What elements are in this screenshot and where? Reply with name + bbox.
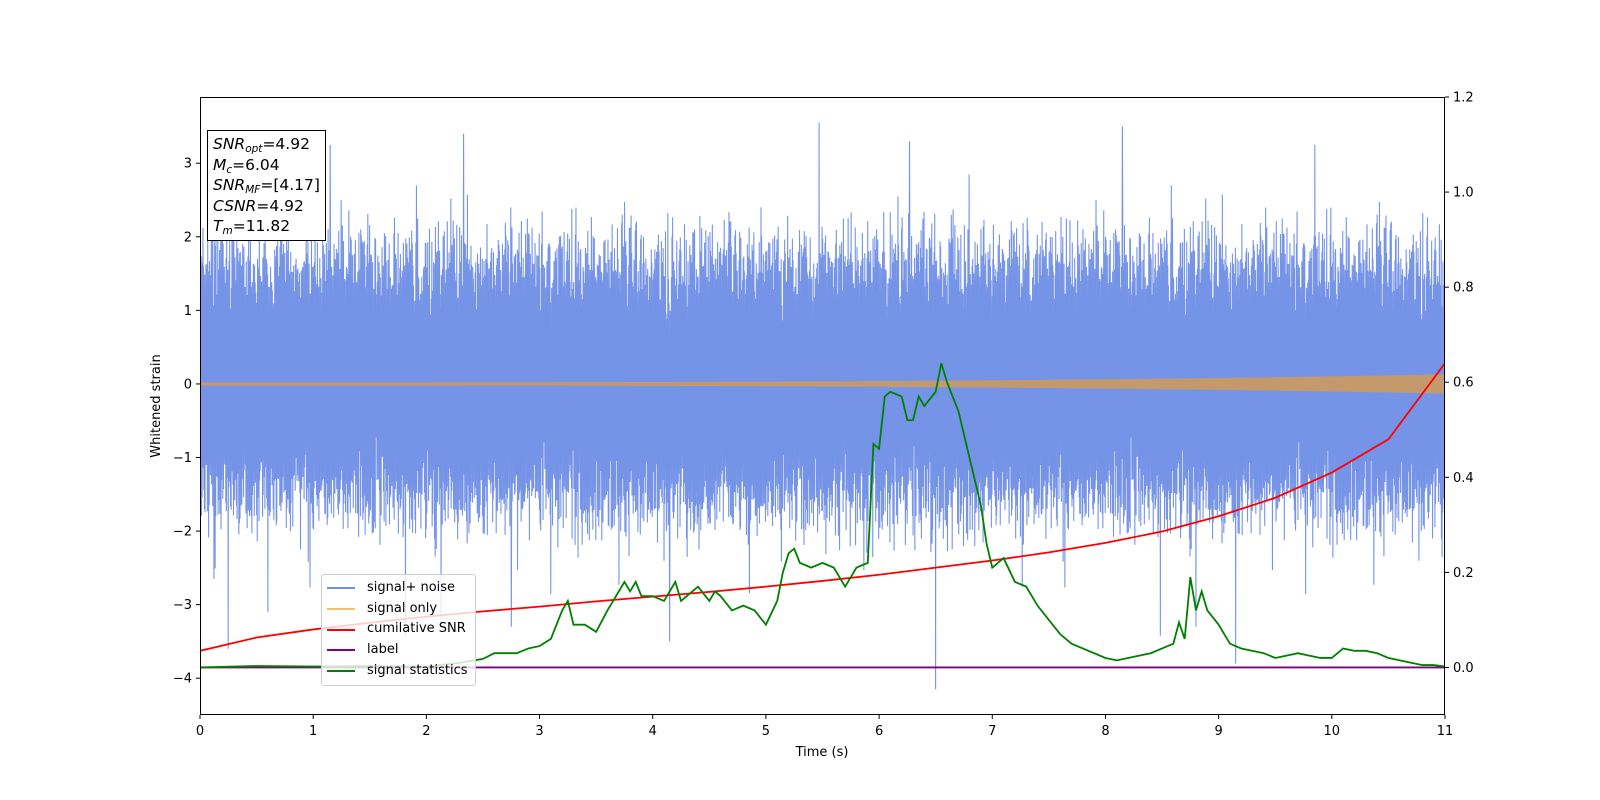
- left-y-axis: −4 −3 −2 −1 0 1 2 3: [173, 157, 200, 687]
- info-key: T: [213, 217, 223, 235]
- right-y-tick-label: 0.2: [1453, 566, 1474, 581]
- x-tick-label: 0: [196, 724, 204, 739]
- info-subscript: opt: [245, 143, 263, 155]
- info-row: CSNR=4.92: [213, 196, 320, 217]
- x-tick-label: 7: [988, 724, 996, 739]
- x-tick-label: 9: [1214, 724, 1222, 739]
- legend-item: signal+ noise: [327, 578, 468, 599]
- x-tick-label: 2: [422, 724, 430, 739]
- x-tick-label: 1: [309, 724, 317, 739]
- right-y-tick-label: 1.0: [1453, 186, 1474, 201]
- right-y-tick-label: 1.2: [1453, 91, 1474, 106]
- left-y-tick-label: −3: [173, 598, 192, 613]
- left-y-tick-label: 0: [184, 377, 192, 392]
- x-tick-label: 4: [649, 724, 657, 739]
- legend-item: signal only: [327, 599, 468, 620]
- signal-noise-series: [200, 122, 1445, 690]
- info-value: =4.92: [256, 196, 304, 215]
- info-key: CSNR: [213, 196, 257, 215]
- right-y-tick-label: 0.6: [1453, 376, 1474, 391]
- right-y-tick-label: 0.8: [1453, 281, 1474, 296]
- info-row: Tm=11.82: [213, 216, 320, 237]
- axes-frame: [200, 97, 1445, 715]
- info-subscript: m: [222, 225, 233, 237]
- legend-label: cumilative SNR: [367, 621, 466, 637]
- info-value: =11.82: [232, 217, 291, 235]
- x-tick-label: 5: [762, 724, 770, 739]
- signal-noise-line: [200, 122, 1445, 690]
- info-key: SNR: [213, 176, 246, 194]
- left-y-tick-label: −1: [173, 451, 192, 466]
- x-tick-label: 6: [875, 724, 883, 739]
- legend: signal+ noise signal only cumilative SNR la…: [321, 574, 476, 686]
- right-y-tick-label: 0.4: [1453, 471, 1474, 486]
- signal-only-line: [200, 374, 1445, 394]
- left-y-tick-label: 3: [184, 157, 192, 172]
- x-tick-label: 3: [535, 724, 543, 739]
- info-value: =4.92: [262, 135, 310, 153]
- legend-label: signal+ noise: [367, 580, 456, 595]
- legend-item: cumilative SNR: [327, 619, 468, 640]
- x-tick-label: 11: [1437, 724, 1454, 739]
- legend-swatch: [327, 649, 355, 652]
- right-y-axis: 0.0 0.2 0.4 0.6 0.8 1.0 1.2: [1445, 91, 1474, 676]
- info-subscript: c: [226, 163, 233, 176]
- legend-item: label: [327, 640, 468, 661]
- info-subscript: MF: [245, 184, 261, 196]
- legend-label: label: [367, 642, 399, 658]
- info-key: SNR: [213, 135, 246, 153]
- x-tick-label: 8: [1101, 724, 1109, 739]
- legend-swatch: [327, 587, 355, 590]
- info-row: SNRopt=4.92: [213, 134, 320, 155]
- info-value: =[4.17]: [260, 176, 320, 194]
- info-value: =6.04: [232, 155, 280, 174]
- info-key: M: [213, 155, 227, 174]
- left-y-tick-label: −2: [173, 525, 192, 540]
- signal-only-series: [200, 374, 1445, 394]
- legend-swatch: [327, 628, 355, 631]
- legend-label: signal statistics: [367, 662, 468, 678]
- x-axis: 0 1 2 3 4 5 6 7 8 9 10 11: [196, 715, 1453, 739]
- info-row: Mc=6.04: [213, 155, 320, 176]
- left-y-tick-label: 2: [184, 230, 192, 245]
- right-y-tick-label: 0.0: [1453, 661, 1474, 676]
- y-axis-label: Whitened strain: [149, 354, 164, 457]
- info-row: SNRMF=[4.17]: [213, 175, 320, 196]
- x-tick-label: 10: [1324, 724, 1341, 739]
- left-y-tick-label: −4: [173, 672, 192, 687]
- legend-swatch: [327, 670, 355, 673]
- legend-label: signal only: [367, 600, 438, 616]
- left-y-tick-label: 1: [184, 304, 192, 319]
- legend-swatch: [327, 608, 355, 611]
- legend-item: signal statistics: [327, 661, 468, 682]
- x-axis-label: Time (s): [795, 745, 849, 760]
- snr-info-box: SNRopt=4.92 Mc=6.04 SNRMF=[4.17] CSNR=4.92 T…: [207, 130, 326, 241]
- signal-statistics-line: [200, 362, 1445, 669]
